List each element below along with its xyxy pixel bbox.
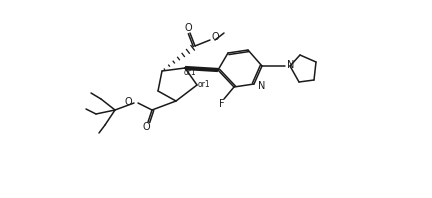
Text: O: O xyxy=(211,32,219,42)
Text: or1: or1 xyxy=(184,68,197,76)
Text: N: N xyxy=(258,81,265,91)
Text: F: F xyxy=(219,99,225,109)
Text: O: O xyxy=(142,122,150,132)
Text: O: O xyxy=(124,97,132,107)
Text: N: N xyxy=(287,60,294,70)
Text: O: O xyxy=(184,23,192,33)
Text: or1: or1 xyxy=(198,80,211,89)
